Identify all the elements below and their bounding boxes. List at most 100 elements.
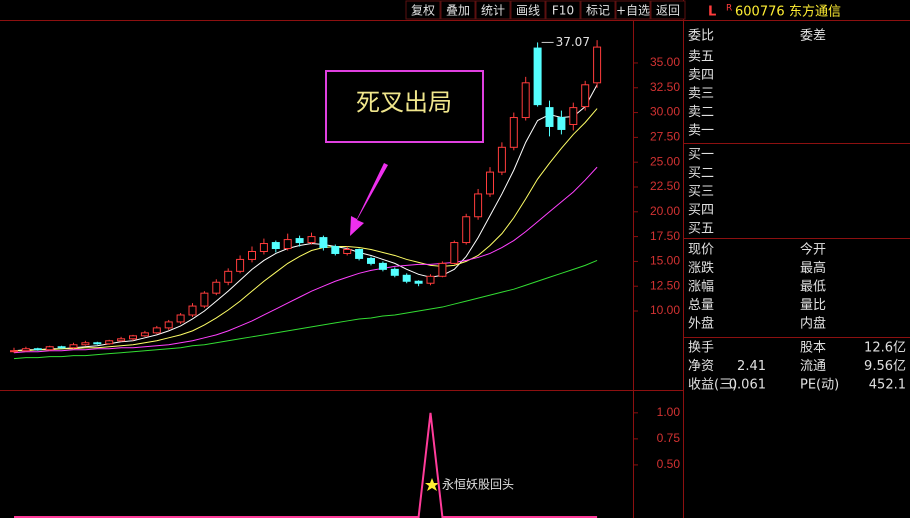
y-tick-label: 27.50 (650, 130, 680, 144)
toolbar-button[interactable] (475, 0, 511, 20)
candle-body (331, 246, 340, 254)
toolbar-button[interactable] (405, 0, 441, 20)
stat-label: 今开 (800, 242, 826, 258)
candle-body (307, 236, 316, 244)
candle-body (402, 274, 411, 282)
candle-body (474, 193, 483, 218)
fund-value: 452.1 (869, 378, 906, 393)
candle-body (462, 216, 471, 244)
candle-body (248, 250, 256, 260)
signal-star (425, 478, 439, 491)
candle-body (355, 249, 364, 259)
y-tick-label: 15.00 (650, 254, 680, 268)
candle-body (509, 117, 518, 148)
y-tick-label: 10.00 (650, 303, 680, 317)
badge: R (726, 4, 732, 14)
y-tick-label: 35.00 (650, 55, 680, 69)
candle-body (557, 117, 566, 130)
fund-value: 2.41 (737, 359, 766, 374)
toolbar-button[interactable] (510, 0, 546, 20)
candle-body (152, 327, 161, 334)
ma-line (13, 166, 598, 354)
candle-body (57, 346, 66, 349)
y-tick-label: 1.00 (657, 405, 681, 419)
fund-label: 换手 (688, 341, 714, 356)
annotation-arrow (350, 163, 388, 236)
candle-body (140, 332, 149, 337)
candle-body (224, 270, 233, 283)
ask-label: 卖四 (688, 68, 714, 83)
toolbar-button-label[interactable]: +自选 (616, 4, 650, 18)
stat-label: 量比 (800, 298, 826, 313)
toolbar-button-label[interactable]: 标记 (586, 4, 610, 18)
stat-label: 最高 (800, 260, 826, 276)
stat-label: 总量 (688, 298, 714, 313)
bid-label: 买二 (688, 166, 714, 181)
y-tick-label: 12.50 (650, 278, 680, 292)
candle-body (129, 335, 137, 340)
candle-body (236, 258, 245, 272)
toolbar-button[interactable] (440, 0, 476, 20)
flag: L (708, 5, 716, 20)
candle-body (21, 348, 30, 352)
stock-name: 东方通信 (789, 4, 841, 20)
ma-line (14, 108, 598, 352)
candle-body (426, 275, 435, 284)
candle-body (450, 242, 459, 264)
stat-label: 外盘 (688, 316, 714, 332)
candle-body (259, 243, 268, 252)
candle-body (117, 338, 126, 342)
stat-label: 涨跌 (688, 260, 714, 276)
candle-body (69, 344, 78, 349)
fund-label: 收益(三) (688, 378, 737, 393)
candle-body (521, 82, 530, 119)
toolbar-button[interactable] (650, 0, 686, 20)
toolbar-button[interactable] (545, 0, 581, 20)
ask-label: 卖五 (688, 50, 714, 65)
y-tick-label: 32.50 (650, 80, 680, 94)
annotation-box (325, 70, 484, 143)
candle-body (367, 257, 375, 264)
toolbar-button[interactable] (580, 0, 616, 20)
max-label: 37.07 (556, 35, 590, 49)
y-tick-label: 30.00 (650, 105, 680, 119)
ask-label: 卖一 (688, 124, 714, 139)
candle-body (283, 239, 292, 250)
y-tick-label: 17.50 (650, 229, 680, 243)
y-tick-label: 22.50 (650, 179, 680, 193)
toolbar-button-label[interactable]: 返回 (656, 4, 680, 18)
fund-value: 12.6亿 (864, 341, 906, 356)
ma-line (14, 412, 598, 518)
candle-body (33, 348, 42, 351)
stat-label: 现价 (688, 243, 714, 258)
ask-label: 卖二 (688, 105, 714, 120)
fund-label: 流通 (800, 359, 826, 374)
bid-label: 买四 (688, 203, 714, 218)
toolbar-button-label[interactable]: 统计 (481, 4, 505, 18)
candle-body (176, 314, 185, 323)
stat-label: 涨幅 (688, 280, 714, 295)
toolbar-button-label[interactable]: F10 (552, 4, 574, 18)
candle-body (10, 350, 18, 353)
stat-label: 内盘 (800, 316, 826, 332)
bid-label: 买三 (688, 185, 714, 200)
toolbar-button-label[interactable]: 复权 (411, 4, 435, 18)
candle-body (200, 292, 209, 307)
stat-label: 最低 (800, 280, 826, 295)
candle-body (93, 342, 102, 345)
fund-value: 9.56亿 (864, 359, 906, 374)
candle-body (188, 305, 197, 316)
ma-line (13, 259, 598, 360)
y-tick-label: 0.75 (657, 431, 681, 445)
candle-body (390, 268, 399, 276)
toolbar-button-label[interactable]: 叠加 (446, 4, 470, 18)
candle-body (438, 262, 447, 277)
candle-body (105, 340, 114, 345)
toolbar-button[interactable] (615, 0, 651, 20)
ask-label: 卖三 (688, 87, 714, 102)
toolbar-button-label[interactable]: 画线 (516, 4, 540, 18)
indicator-label: 永恒妖股回头 (442, 478, 514, 492)
candle-body (271, 242, 280, 250)
